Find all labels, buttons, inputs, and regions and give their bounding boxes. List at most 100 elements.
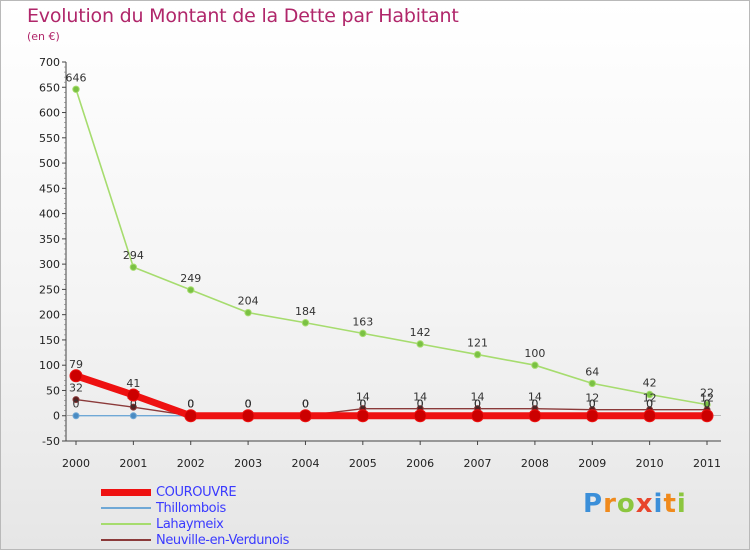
data-label-neuville-en-verdunois: 12 (643, 392, 657, 405)
data-label-neuville-en-verdunois: 0 (245, 398, 252, 411)
data-label-thillombois: 0 (130, 398, 137, 411)
legend-label-neuville-en-verdunois: Neuville-en-Verdunois (156, 533, 290, 548)
data-point-courouvre (126, 388, 140, 402)
data-label-lahaymeix: 646 (66, 71, 87, 84)
data-point-courouvre (241, 409, 255, 423)
y-tick-label: 700 (39, 56, 60, 69)
chart-legend: COUROUVRE Thillombois Lahaymeix Neuville… (101, 485, 361, 549)
data-label-neuville-en-verdunois: 12 (700, 392, 714, 405)
data-point-neuville-en-verdunois (129, 403, 137, 411)
data-point-courouvre (413, 409, 427, 423)
data-point-neuville-en-verdunois (72, 396, 80, 404)
legend-label-lahaymeix: Lahaymeix (156, 517, 224, 532)
data-label-courouvre: 0 (646, 398, 653, 411)
y-tick-label: 650 (39, 81, 60, 94)
logo-letter: x (635, 489, 654, 519)
y-tick-label: 200 (39, 309, 60, 322)
y-tick-label: 150 (39, 334, 60, 347)
data-label-neuville-en-verdunois: 14 (528, 391, 542, 404)
y-tick-label: 500 (39, 157, 60, 170)
data-label-courouvre: 0 (531, 398, 538, 411)
data-label-courouvre: 0 (302, 398, 309, 411)
chart-subtitle: (en €) (27, 30, 60, 43)
y-tick-label: 350 (39, 233, 60, 246)
logo-letter: i (676, 489, 687, 519)
legend-item-lahaymeix[interactable]: Lahaymeix (101, 517, 361, 533)
data-label-neuville-en-verdunois: 0 (187, 398, 194, 411)
x-tick-label: 2000 (62, 457, 90, 470)
data-label-lahaymeix: 249 (180, 272, 201, 285)
data-label-courouvre: 79 (69, 358, 83, 371)
legend-item-courouvre[interactable]: COUROUVRE (101, 485, 361, 501)
data-label-neuville-en-verdunois: 14 (471, 391, 485, 404)
legend-swatch-thillombois (101, 507, 151, 509)
data-label-thillombois: 0 (589, 398, 596, 411)
legend-swatch-courouvre (101, 489, 151, 496)
x-tick-label: 2003 (234, 457, 262, 470)
data-label-lahaymeix: 163 (352, 315, 373, 328)
data-label-lahaymeix: 121 (467, 337, 488, 350)
line-chart: -50 0 50 100 150 200 250 300 350 400 450 500 550 600 6… (39, 56, 721, 470)
data-point-lahaymeix (416, 340, 424, 348)
data-label-thillombois: 0 (646, 398, 653, 411)
data-label-lahaymeix: 142 (410, 326, 431, 339)
chart-title: Evolution du Montant de la Dette par Hab… (27, 5, 459, 27)
x-tick-label: 2011 (693, 457, 721, 470)
data-label-neuville-en-verdunois: 14 (413, 391, 427, 404)
data-label-lahaymeix: 22 (700, 387, 714, 400)
data-point-lahaymeix (645, 390, 654, 399)
data-point-thillombois (72, 412, 80, 420)
data-point-courouvre (700, 409, 714, 423)
data-label-thillombois: 0 (417, 398, 424, 411)
data-point-lahaymeix (187, 286, 195, 294)
logo-letter: t (663, 489, 677, 519)
data-label-courouvre: 0 (245, 398, 252, 411)
data-point-lahaymeix (531, 361, 539, 369)
data-label-neuville-en-verdunois: 0 (302, 398, 309, 411)
logo-letter: P (583, 489, 604, 519)
legend-item-neuville-en-verdunois[interactable]: Neuville-en-Verdunois (101, 533, 361, 549)
x-tick-label: 2008 (521, 457, 549, 470)
y-tick-label: 100 (39, 359, 60, 372)
data-label-courouvre: 0 (474, 398, 481, 411)
data-label-lahaymeix: 294 (123, 249, 144, 262)
data-label-lahaymeix: 64 (585, 365, 599, 378)
data-point-courouvre (585, 409, 599, 423)
data-point-courouvre (643, 409, 657, 423)
data-point-courouvre (298, 409, 312, 423)
data-point-lahaymeix (359, 329, 367, 338)
x-tick-label: 2007 (464, 457, 492, 470)
data-point-lahaymeix (588, 379, 596, 388)
x-tick-label: 2004 (291, 457, 319, 470)
data-label-courouvre: 41 (126, 377, 140, 390)
data-point-courouvre (69, 369, 83, 383)
logo-letter: i (653, 489, 664, 519)
data-label-thillombois: 0 (704, 398, 711, 411)
y-tick-label: 400 (39, 208, 60, 221)
data-point-lahaymeix (72, 85, 80, 93)
data-label-thillombois: 0 (245, 398, 252, 411)
data-label-thillombois: 0 (302, 398, 309, 411)
data-label-thillombois: 0 (474, 398, 481, 411)
data-point-lahaymeix (244, 308, 252, 317)
data-point-courouvre (528, 409, 542, 423)
data-label-thillombois: 0 (531, 398, 538, 411)
legend-item-thillombois[interactable]: Thillombois (101, 501, 361, 517)
data-label-courouvre: 0 (417, 398, 424, 411)
data-label-lahaymeix: 184 (295, 305, 316, 318)
x-tick-label: 2002 (177, 457, 205, 470)
x-tick-label: 2001 (119, 457, 147, 470)
proxiti-logo: Proxiti (583, 489, 687, 519)
data-label-neuville-en-verdunois: 32 (69, 382, 83, 395)
data-point-courouvre (471, 409, 485, 423)
data-label-courouvre: 0 (187, 398, 194, 411)
legend-label-thillombois: Thillombois (156, 501, 226, 516)
data-point-lahaymeix (129, 263, 138, 271)
y-tick-label: 0 (53, 410, 60, 423)
data-point-lahaymeix (473, 350, 482, 359)
y-tick-label: 450 (39, 182, 60, 195)
legend-label-courouvre: COUROUVRE (156, 485, 237, 500)
data-point-courouvre (356, 409, 370, 423)
data-label-neuville-en-verdunois: 12 (585, 392, 599, 405)
logo-letter: r (603, 489, 617, 519)
